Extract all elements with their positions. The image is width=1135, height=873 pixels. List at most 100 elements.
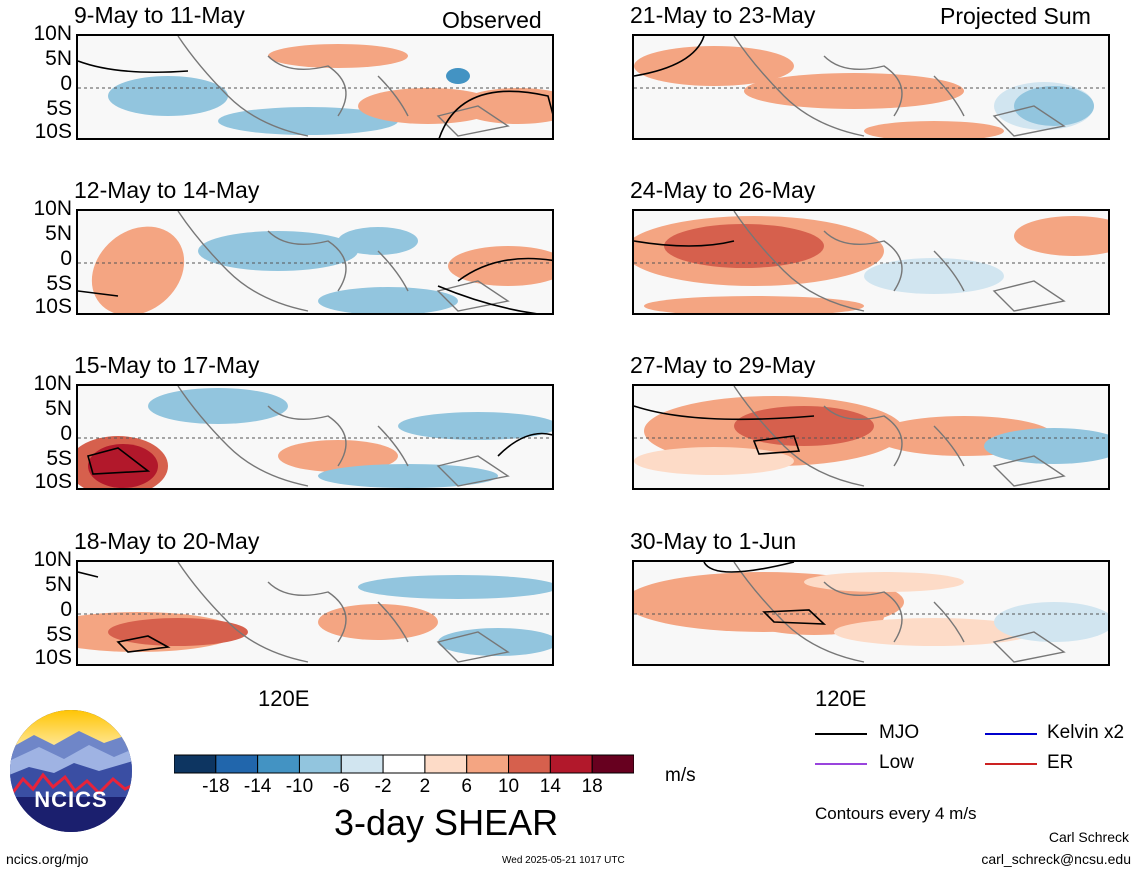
shear-anomaly-region [664,224,824,268]
mjo-contour [752,435,801,455]
coastline [177,211,309,312]
panel-2-lat-label: 0 [60,422,72,445]
shear-anomaly-region [644,296,864,313]
shear-map [76,34,554,140]
footer-email[interactable]: carl_schreck@ncsu.edu [981,851,1131,867]
colorbar-tick-label: -2 [374,776,392,797]
shear-map [632,560,1110,666]
coastline [267,55,347,117]
legend-low: Low [879,752,914,773]
coastline [177,386,309,487]
shear-map-graphic [78,211,552,313]
mjo-contour [634,240,735,247]
legend-er-line [985,763,1037,765]
coastline [377,601,409,643]
shear-anomaly-region [438,628,552,656]
coastline [267,405,347,467]
panel-3-lat-label: 10S [34,646,72,669]
mjo-contour [437,285,537,313]
panel-title: 18-May to 20-May [74,528,260,554]
mjo-contour [634,36,705,77]
colorbar-swatch [173,754,217,774]
shear-anomaly-region [634,447,794,475]
shear-map-graphic [78,36,552,138]
shear-map [632,34,1110,140]
coastline [436,455,510,487]
coastline [733,36,865,137]
mjo-contour [78,290,119,297]
panel-0-lat-label: 10N [33,22,72,45]
shear-map [76,384,554,490]
panel-1-lat-label: 10S [34,295,72,318]
shear-anomaly-region [864,258,1004,294]
shear-anomaly-region [994,602,1108,642]
colorbar-tick-label: 14 [539,776,561,797]
shear-anomaly-region [338,227,418,255]
shear-anomaly-region [446,68,470,84]
colorbar-tick-label: -14 [243,776,272,797]
projected-label: Projected Sum [940,3,1091,29]
colorbar-tick-label: -6 [332,776,350,797]
coastline [992,105,1066,137]
panel-3-lat-label: 5S [46,623,72,646]
panel-title: 9-May to 11-May [74,2,245,28]
shear-anomaly-region [1014,216,1108,256]
colorbar-swatch [298,754,342,774]
panel-1-lat-label: 10N [33,197,72,220]
shear-anomaly-region [108,76,228,116]
coastline [992,455,1066,487]
shear-anomaly-region [198,231,358,271]
observed-label: Observed [442,7,542,33]
panel-title: 27-May to 29-May [630,352,816,378]
panel-2-lat-label: 10S [34,470,72,493]
legend-low-line [815,763,867,765]
colorbar-swatch [215,754,259,774]
panel-1-lat-label: 5S [46,272,72,295]
panel-title: 15-May to 17-May [74,352,260,378]
coastline [436,280,510,312]
footer-url[interactable]: ncics.org/mjo [6,851,89,867]
mjo-contour [497,432,552,457]
shear-anomaly-region [88,444,158,488]
shear-map [632,384,1110,490]
coastline [377,425,409,467]
panel-0-lat-label: 0 [60,72,72,95]
colorbar-swatch [508,754,551,774]
shear-anomaly-region [148,388,288,424]
shear-anomaly-region [108,618,248,646]
panel-1-lat-label: 0 [60,247,72,270]
colorbar-swatch [257,754,300,774]
legend-kelvin: Kelvin x2 [1047,722,1125,743]
lon-label-right: 120E [815,686,867,711]
coastline [267,230,347,292]
shear-anomaly-region [864,121,1004,138]
panel-title: 24-May to 26-May [630,177,816,203]
legend-mjo: MJO [879,722,920,743]
panel-3-lat-label: 10N [33,548,72,571]
coastline [177,36,309,137]
colorbar [173,754,635,781]
panel-3-lat-label: 5N [45,573,72,596]
shear-map [76,560,554,666]
mjo-contour [78,60,189,74]
mjo-contour [634,405,815,421]
colorbar-swatch [591,754,635,774]
colorbar-tick-label: 6 [461,776,472,797]
legend: MJO Kelvin x2 Low ER [815,722,1135,782]
coastline [436,105,510,137]
coastline [267,581,347,643]
panel-title: 21-May to 23-May [630,2,816,28]
coastline [377,250,409,292]
colorbar-swatch [382,754,426,774]
colorbar-swatch [549,754,593,774]
panel-title: 30-May to 1-Jun [630,528,797,554]
coastline [933,250,965,292]
mjo-contour [438,90,552,138]
shear-anomaly-region [318,604,438,640]
colorbar-tick-label: 2 [419,776,431,797]
panel-0-lat-label: 5N [45,47,72,70]
shear-map-graphic [634,386,1108,487]
panel-title: 12-May to 14-May [74,177,260,203]
colorbar-swatch [424,754,468,774]
mjo-contour [762,609,827,625]
